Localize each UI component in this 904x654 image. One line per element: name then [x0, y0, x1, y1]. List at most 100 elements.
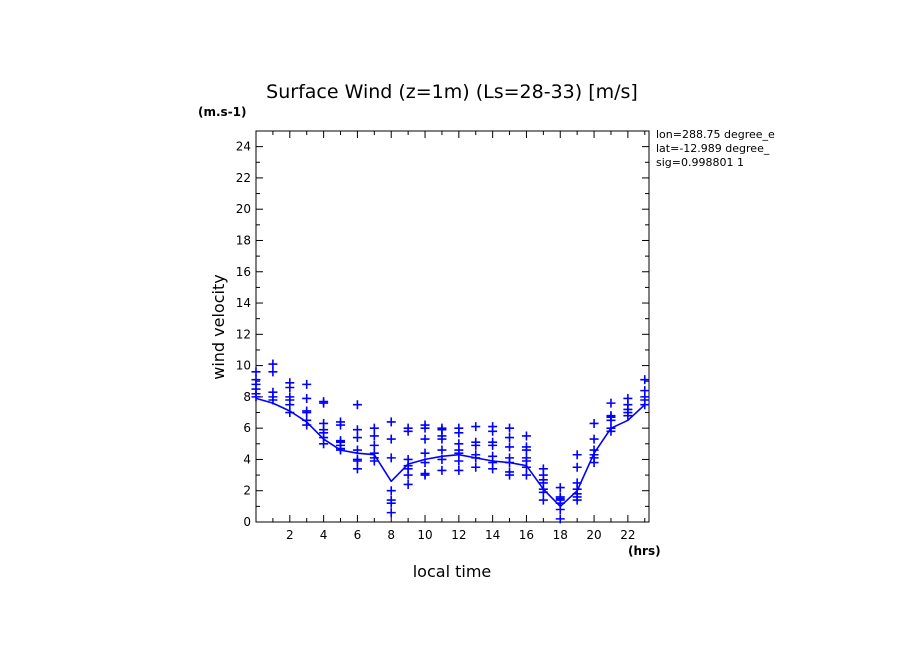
- wind-sample-marker: [420, 458, 430, 468]
- wind-sample-marker: [454, 456, 464, 466]
- wind-sample-marker: [505, 442, 515, 452]
- y-axis-label: wind velocity: [209, 274, 228, 379]
- wind-sample-marker: [403, 454, 413, 464]
- y-tick-label: 2: [243, 484, 251, 498]
- wind-sample-marker: [302, 415, 312, 425]
- chart-title: Surface Wind (z=1m) (Ls=28-33) [m/s]: [266, 81, 638, 103]
- wind-sample-marker: [319, 397, 329, 407]
- wind-sample-marker: [555, 483, 565, 493]
- info-lat: lat=-12.989 degree_: [656, 142, 770, 155]
- wind-sample-marker: [386, 508, 396, 518]
- wind-sample-marker: [521, 442, 531, 452]
- wind-sample-marker: [437, 445, 447, 455]
- wind-sample-marker: [386, 486, 396, 496]
- info-lon: lon=288.75 degree_e: [656, 128, 775, 141]
- wind-sample-marker: [302, 393, 312, 403]
- wind-sample-marker: [302, 379, 312, 389]
- wind-sample-marker: [336, 417, 346, 427]
- y-tick-label: 0: [243, 515, 251, 529]
- x-tick-label: 8: [387, 528, 395, 542]
- wind-sample-marker: [471, 462, 481, 472]
- wind-sample-marker: [251, 375, 261, 385]
- x-axis-label: local time: [413, 562, 492, 581]
- wind-sample-marker: [437, 423, 447, 433]
- wind-sample-marker: [454, 423, 464, 433]
- wind-sample-marker: [268, 359, 278, 369]
- y-tick-label: 14: [236, 296, 251, 310]
- wind-sample-marker: [285, 408, 295, 418]
- wind-sample-marker: [352, 400, 362, 410]
- wind-sample-marker: [369, 440, 379, 450]
- x-tick-label: 10: [417, 528, 432, 542]
- wind-sample-marker: [572, 462, 582, 472]
- y-tick-label: 8: [243, 390, 251, 404]
- wind-sample-marker: [420, 448, 430, 458]
- wind-sample-marker: [606, 423, 616, 433]
- wind-sample-marker: [285, 378, 295, 388]
- info-clip-mask: [782, 128, 904, 172]
- wind-sample-marker: [352, 445, 362, 455]
- wind-sample-marker: [386, 417, 396, 427]
- wind-sample-marker: [623, 393, 633, 403]
- y-tick-label: 16: [236, 265, 251, 279]
- wind-sample-marker: [606, 411, 616, 421]
- wind-sample-marker: [369, 423, 379, 433]
- wind-sample-marker: [538, 464, 548, 474]
- wind-sample-marker: [352, 425, 362, 435]
- mean-wind-series: [255, 397, 646, 508]
- y-tick-label: 24: [236, 140, 251, 154]
- wind-sample-marker: [437, 454, 447, 464]
- wind-sample-marker: [454, 439, 464, 449]
- wind-sample-marker: [302, 406, 312, 416]
- wind-sample-marker: [437, 465, 447, 475]
- x-tick-label: 18: [553, 528, 568, 542]
- wind-sample-marker: [640, 386, 650, 396]
- wind-sample-marker: [251, 367, 261, 377]
- x-tick-label: 12: [451, 528, 466, 542]
- wind-sample-marker: [505, 423, 515, 433]
- plot-frame: [255, 130, 650, 523]
- x-unit-label: (hrs): [628, 544, 661, 558]
- wind-sample-marker: [471, 437, 481, 447]
- wind-sample-marker: [521, 431, 531, 441]
- y-tick-label: 18: [236, 233, 251, 247]
- wind-samples: [251, 359, 650, 524]
- wind-sample-marker: [352, 454, 362, 464]
- wind-sample-marker: [403, 479, 413, 489]
- wind-sample-marker: [420, 420, 430, 430]
- y-tick-label: 6: [243, 421, 251, 435]
- wind-sample-marker: [505, 453, 515, 463]
- wind-sample-marker: [589, 434, 599, 444]
- wind-sample-marker: [454, 465, 464, 475]
- info-lines: lon=288.75 degree_e lat=-12.989 degree_ …: [656, 128, 775, 169]
- y-tick-label: 20: [236, 202, 251, 216]
- y-tick-label: 22: [236, 171, 251, 185]
- x-tick-label: 6: [354, 528, 362, 542]
- x-tick-label: 20: [586, 528, 601, 542]
- wind-sample-marker: [471, 450, 481, 460]
- x-tick-label: 2: [286, 528, 294, 542]
- wind-sample-marker: [268, 367, 278, 377]
- wind-sample-marker: [420, 434, 430, 444]
- info-sig: sig=0.998801 1: [656, 156, 744, 169]
- y-tick-label: 10: [236, 359, 251, 373]
- wind-sample-marker: [471, 422, 481, 432]
- wind-sample-marker: [505, 467, 515, 477]
- y-tick-label: 12: [236, 327, 251, 341]
- wind-sample-marker: [420, 469, 430, 479]
- wind-sample-marker: [538, 495, 548, 505]
- wind-sample-marker: [488, 422, 498, 432]
- wind-sample-marker: [521, 470, 531, 480]
- x-tick-label: 4: [320, 528, 328, 542]
- x-tick-label: 16: [519, 528, 534, 542]
- wind-sample-marker: [285, 392, 295, 402]
- x-axis-ticks: 2 4 6 8 10 12 14 16 18 20 22: [272, 131, 646, 542]
- wind-sample-marker: [572, 450, 582, 460]
- x-tick-label: 14: [485, 528, 500, 542]
- y-unit-label: (m.s-1): [198, 105, 247, 119]
- wind-sample-marker: [369, 448, 379, 458]
- wind-sample-marker: [268, 387, 278, 397]
- wind-sample-marker: [589, 445, 599, 455]
- wind-sample-marker: [352, 433, 362, 443]
